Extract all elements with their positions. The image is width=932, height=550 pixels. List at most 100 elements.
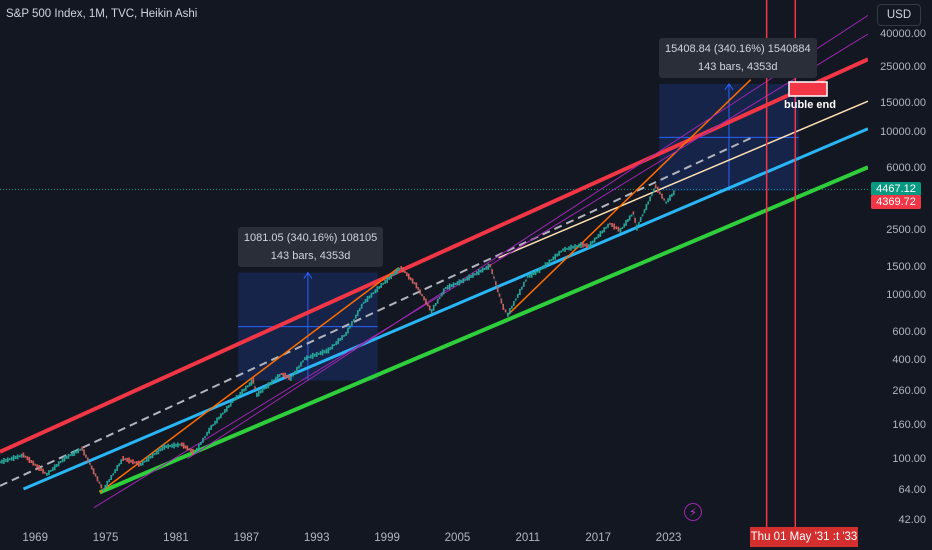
- price-candle: [466, 276, 468, 281]
- price-candle: [331, 344, 334, 350]
- price-candle: [525, 279, 527, 282]
- price-candle: [8, 458, 11, 461]
- price-candle: [669, 194, 671, 201]
- price-candle: [288, 374, 290, 380]
- price-candle: [570, 244, 572, 251]
- price-candle: [542, 265, 545, 270]
- price-candle: [165, 445, 167, 449]
- price-candle: [145, 458, 148, 463]
- price-candle: [193, 452, 196, 455]
- price-candle: [220, 413, 222, 419]
- price-candle: [306, 355, 308, 361]
- price-candle: [269, 382, 271, 386]
- price-candle: [536, 270, 539, 273]
- price-axis-tick: 2500.00: [886, 224, 926, 237]
- price-axis-tick: 1000.00: [886, 289, 926, 302]
- price-candle: [645, 204, 648, 211]
- price-candle: [290, 375, 292, 381]
- price-candle: [489, 264, 492, 268]
- lightning-icon[interactable]: ⚡: [684, 503, 702, 521]
- price-axis-tick: 260.00: [892, 384, 926, 397]
- overlay-layer: [765, 0, 828, 527]
- price-candle: [364, 298, 367, 303]
- price-candle: [67, 453, 70, 459]
- price-candle: [161, 445, 164, 451]
- price-axis-tick: 64.00: [898, 484, 926, 497]
- price-candle: [38, 464, 40, 471]
- time-axis-tick: 2005: [444, 532, 471, 544]
- currency-button[interactable]: USD: [877, 4, 921, 26]
- price-candle: [44, 471, 46, 474]
- price-candle: [42, 468, 44, 474]
- price-candle: [349, 325, 351, 329]
- price-candle: [239, 391, 242, 396]
- price-candle: [546, 262, 549, 266]
- price-candle: [235, 395, 238, 401]
- price-candle: [1, 459, 3, 464]
- price-candle: [560, 250, 562, 253]
- price-candle: [402, 267, 404, 273]
- price-candle: [256, 393, 258, 398]
- price-candle: [192, 448, 194, 455]
- price-candle: [589, 241, 592, 248]
- price-axis-tick: 1500.00: [886, 260, 926, 273]
- trend-line: [0, 137, 752, 487]
- crosshair-date-label: Thu 01 May '31 :t '33: [750, 527, 858, 547]
- price-candle: [155, 450, 158, 455]
- price-candle: [538, 268, 541, 274]
- price-candle: [248, 382, 251, 387]
- price-candle: [254, 386, 256, 390]
- range-measure-arrow: [303, 271, 313, 279]
- price-candle: [284, 372, 287, 379]
- price-candle: [292, 374, 294, 377]
- price-candle: [246, 385, 249, 388]
- price-candle: [85, 454, 87, 458]
- price-candle: [214, 420, 216, 425]
- price-candle: [502, 303, 505, 310]
- price-candle: [663, 198, 665, 201]
- price-candle: [65, 455, 68, 459]
- price-candle: [188, 448, 190, 451]
- price-candle: [454, 282, 457, 285]
- price-candle: [667, 198, 669, 203]
- price-candle: [118, 463, 120, 467]
- price-candle: [638, 222, 640, 226]
- price-candle: [507, 312, 509, 317]
- price-candle: [672, 190, 675, 196]
- price-candle: [404, 271, 406, 274]
- price-candle: [7, 457, 9, 463]
- price-axis-tick: 42.00: [898, 514, 926, 526]
- price-candle: [55, 464, 58, 468]
- price-candle: [584, 243, 586, 247]
- price-candle: [271, 379, 273, 385]
- price-candle: [114, 469, 116, 474]
- price-candle: [181, 442, 183, 447]
- price-candle: [540, 267, 543, 270]
- price-candle: [273, 379, 275, 382]
- price-candle: [308, 356, 310, 359]
- price-candle: [218, 416, 220, 420]
- price-candle: [574, 244, 576, 250]
- price-candle: [428, 305, 431, 311]
- price-candle: [179, 443, 181, 446]
- price-candle: [407, 273, 410, 280]
- price-candle: [252, 377, 255, 384]
- price-candle: [593, 237, 596, 243]
- price-candle: [63, 455, 66, 462]
- price-candle: [237, 394, 240, 397]
- price-candle: [186, 445, 189, 451]
- price-candle: [280, 372, 283, 375]
- price-candle: [462, 278, 465, 284]
- price-candle: [500, 298, 503, 304]
- price-candle: [57, 461, 60, 467]
- price-candle: [139, 462, 142, 466]
- price-candle: [302, 360, 304, 363]
- price-candle: [576, 245, 578, 248]
- price-candle: [61, 458, 64, 463]
- price-candle: [325, 348, 328, 354]
- price-candle: [134, 461, 136, 464]
- price-axis-tick: 600.00: [892, 325, 926, 338]
- last-price-label: 4467.12: [871, 182, 921, 197]
- price-candle: [5, 458, 7, 462]
